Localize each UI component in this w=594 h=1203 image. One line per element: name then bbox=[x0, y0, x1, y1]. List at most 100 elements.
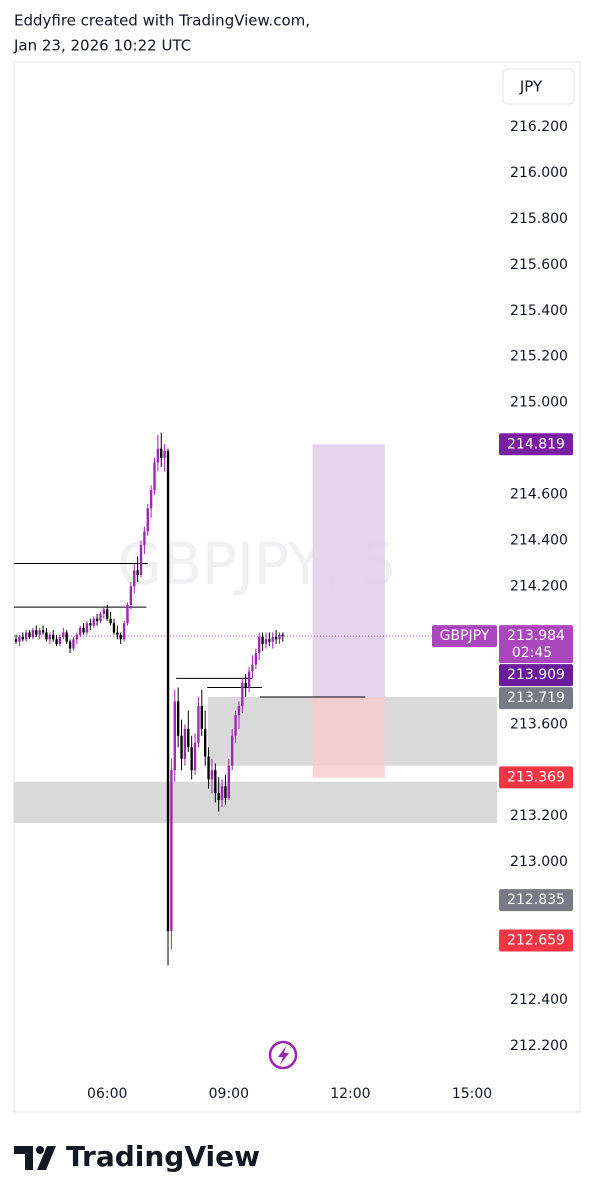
candle-body bbox=[136, 570, 139, 575]
candle-body bbox=[75, 634, 79, 640]
candle-body bbox=[214, 770, 217, 794]
candle-body bbox=[72, 639, 75, 649]
candle-body bbox=[68, 641, 72, 649]
candle-body bbox=[234, 715, 237, 736]
price-badge-label: 213.369 bbox=[507, 769, 565, 785]
symbol-badge bbox=[432, 625, 497, 648]
candle-body bbox=[126, 604, 129, 624]
y-tick-label: 216.000 bbox=[510, 165, 568, 181]
position-stop bbox=[312, 696, 385, 778]
candle-body bbox=[271, 637, 274, 642]
candle-body bbox=[261, 637, 264, 644]
y-tick-label: 215.200 bbox=[510, 349, 568, 365]
price-badge bbox=[499, 664, 573, 687]
y-tick-label: 212.200 bbox=[510, 1038, 568, 1054]
candle-body bbox=[65, 632, 68, 642]
candle-body bbox=[116, 632, 119, 635]
candle-body bbox=[143, 531, 146, 546]
candle-body bbox=[102, 609, 106, 615]
candle-body bbox=[183, 728, 187, 759]
candle-body bbox=[244, 682, 247, 688]
candle-body bbox=[173, 701, 176, 771]
candle-body bbox=[224, 786, 227, 798]
candle-body bbox=[197, 705, 200, 743]
y-tick-label: 216.200 bbox=[510, 119, 568, 135]
x-tick-label: 09:00 bbox=[209, 1086, 249, 1102]
candle-body bbox=[210, 770, 214, 780]
x-tick-label: 12:00 bbox=[330, 1086, 370, 1102]
y-tick-label: 215.000 bbox=[510, 395, 568, 411]
candle-body bbox=[18, 637, 21, 642]
candle-body bbox=[28, 632, 31, 638]
candle-body bbox=[35, 630, 38, 635]
candle-body bbox=[109, 618, 112, 624]
price-badge-label: 213.909 bbox=[507, 667, 565, 683]
candle-body bbox=[166, 450, 170, 932]
candle-body bbox=[247, 671, 251, 688]
price-badge-label: 214.819 bbox=[507, 436, 565, 452]
candle-body bbox=[82, 627, 85, 633]
price-badge-label: 213.984 bbox=[507, 628, 565, 644]
x-tick-label: 15:00 bbox=[452, 1086, 492, 1102]
candle-body bbox=[133, 570, 136, 587]
candle-body bbox=[89, 623, 92, 626]
candle-body bbox=[281, 634, 285, 637]
candle-body bbox=[180, 735, 183, 759]
y-tick-label: 214.600 bbox=[510, 487, 568, 503]
candle-body bbox=[14, 639, 18, 642]
candle-body bbox=[237, 705, 241, 716]
candle-body bbox=[231, 735, 234, 766]
candle-body bbox=[190, 747, 193, 771]
y-tick-label: 214.400 bbox=[510, 533, 568, 549]
y-tick-label: 213.200 bbox=[510, 808, 568, 824]
y-tick-label: 213.600 bbox=[510, 716, 568, 732]
candle-body bbox=[24, 632, 28, 640]
currency-button[interactable] bbox=[502, 68, 575, 105]
candle-body bbox=[146, 508, 149, 532]
y-tick-label: 215.600 bbox=[510, 257, 568, 273]
candle-body bbox=[207, 756, 210, 780]
candle-body bbox=[278, 634, 281, 640]
candle-body bbox=[129, 586, 133, 605]
candle-body bbox=[122, 623, 126, 640]
candle-body bbox=[176, 701, 180, 736]
candle-body bbox=[112, 623, 116, 633]
x-tick-label: 06:00 bbox=[87, 1086, 127, 1102]
candle-body bbox=[203, 728, 207, 757]
y-tick-label: 212.400 bbox=[510, 992, 568, 1008]
price-badge bbox=[499, 687, 573, 710]
candle-body bbox=[38, 630, 41, 635]
candle-body bbox=[254, 653, 258, 665]
price-badge bbox=[499, 929, 573, 952]
candle-body bbox=[274, 637, 278, 640]
candle-body bbox=[119, 634, 122, 640]
candle-body bbox=[258, 637, 261, 654]
candle-body bbox=[62, 632, 65, 638]
candle-body bbox=[268, 639, 271, 642]
header-title: Eddyfire created with TradingView.com, bbox=[14, 12, 310, 30]
candle-body bbox=[55, 639, 58, 644]
candle-body bbox=[58, 637, 62, 644]
candle-body bbox=[106, 609, 109, 619]
candle-body bbox=[200, 705, 203, 729]
candle-body bbox=[160, 448, 163, 458]
candle-body bbox=[139, 545, 143, 575]
replay-icon[interactable] bbox=[268, 1040, 298, 1070]
symbol-badge-label: GBPJPY bbox=[440, 628, 490, 644]
y-tick-label: 215.400 bbox=[510, 303, 568, 319]
candle-body bbox=[153, 462, 156, 490]
currency-label[interactable]: JPY bbox=[519, 78, 543, 96]
candle-body bbox=[217, 793, 220, 801]
price-badge-label: 212.659 bbox=[507, 932, 565, 948]
price-badge bbox=[499, 625, 573, 664]
candle-body bbox=[220, 786, 224, 801]
y-tick-label: 213.000 bbox=[510, 854, 568, 870]
price-badge bbox=[499, 766, 573, 789]
tv-logo-mark bbox=[14, 1146, 56, 1170]
candle-body bbox=[95, 618, 99, 621]
candle-body bbox=[163, 450, 166, 458]
price-badge bbox=[499, 889, 573, 912]
candle-body bbox=[85, 623, 89, 633]
y-tick-label: 215.800 bbox=[510, 211, 568, 227]
candle-body bbox=[99, 614, 102, 621]
